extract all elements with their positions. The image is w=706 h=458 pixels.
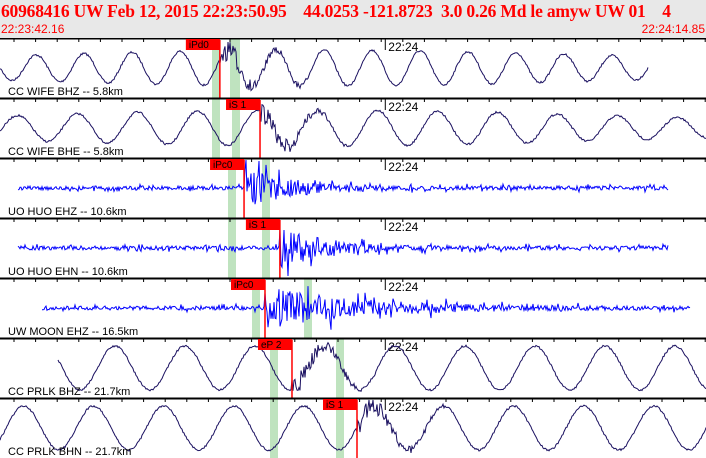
window-band bbox=[336, 338, 344, 398]
seismogram-panels[interactable]: 22:24 iPd0 CC WIFE BHZ -- 5.8km 22:24 iS 1 CC… bbox=[0, 38, 706, 458]
waveform bbox=[0, 103, 706, 152]
waveform bbox=[57, 341, 706, 393]
window-start-time: 22:23:42.16 bbox=[1, 22, 65, 36]
trace-panel[interactable]: 22:24 iPc0 UO HUO EHZ -- 10.6km bbox=[0, 157, 706, 218]
pick-label: iS 1 bbox=[229, 100, 247, 111]
pick-flag[interactable] bbox=[322, 399, 357, 410]
pick-label: iS 1 bbox=[249, 220, 267, 231]
window-band bbox=[262, 158, 270, 218]
waveform bbox=[17, 159, 669, 205]
channel-label: CC PRLK BHZ -- 21.7km bbox=[8, 386, 130, 398]
channel-label: UO HUO EHN -- 10.6km bbox=[8, 266, 128, 278]
trace-panel[interactable]: 22:24 iS 1 UO HUO EHN -- 10.6km bbox=[0, 217, 706, 278]
minute-label: 22:24 bbox=[388, 160, 418, 174]
event-header: 60968416 UW Feb 12, 2015 22:23:50.95 44.… bbox=[0, 0, 706, 38]
pick-flag[interactable] bbox=[226, 99, 261, 110]
minute-label: 22:24 bbox=[388, 220, 418, 234]
pick-label: iS 1 bbox=[326, 400, 344, 411]
window-band bbox=[212, 98, 220, 158]
trace-panel[interactable]: 22:24 iS 1 CC PRLK BHN -- 21.7km bbox=[0, 397, 706, 458]
pick-label: iPd0 bbox=[189, 40, 209, 51]
minute-label: 22:24 bbox=[388, 100, 418, 114]
window-band bbox=[228, 218, 236, 278]
waveform bbox=[0, 41, 649, 92]
channel-label: UO HUO EHZ -- 10.6km bbox=[8, 206, 127, 218]
minute-label: 22:24 bbox=[388, 400, 418, 414]
window-band bbox=[270, 398, 278, 458]
minute-label: 22:24 bbox=[388, 40, 418, 54]
channel-label: UW MOON EHZ -- 16.5km bbox=[8, 326, 138, 338]
window-band bbox=[304, 278, 312, 338]
trace-panel[interactable]: 22:24 iS 1 CC WIFE BHE -- 5.8km bbox=[0, 97, 706, 158]
channel-label: CC WIFE BHE -- 5.8km bbox=[8, 146, 124, 158]
window-band bbox=[270, 338, 278, 398]
minute-label: 22:24 bbox=[388, 340, 418, 354]
channel-label: CC PRLK BHN -- 21.7km bbox=[8, 446, 131, 458]
trace-panel[interactable]: 22:24 iPc0 UW MOON EHZ -- 16.5km bbox=[0, 277, 706, 338]
pick-label: iPc0 bbox=[234, 280, 254, 291]
trace-panel[interactable]: 22:24 eP 2 CC PRLK BHZ -- 21.7km bbox=[0, 337, 706, 398]
channel-label: CC WIFE BHZ -- 5.8km bbox=[8, 86, 123, 98]
pick-flag[interactable] bbox=[245, 219, 280, 230]
pick-flag[interactable] bbox=[257, 339, 292, 350]
minute-label: 22:24 bbox=[388, 280, 418, 294]
waveform bbox=[41, 286, 691, 330]
window-end-time: 22:24:14.85 bbox=[641, 22, 705, 36]
pick-flag[interactable] bbox=[185, 39, 220, 50]
window-band bbox=[336, 398, 344, 458]
waveform bbox=[0, 399, 706, 453]
pick-flag[interactable] bbox=[210, 159, 245, 170]
pick-label: iPc0 bbox=[213, 160, 233, 171]
window-band bbox=[230, 38, 240, 98]
window-band bbox=[232, 98, 240, 158]
pick-label: eP 2 bbox=[261, 340, 282, 351]
trace-panel[interactable]: 22:24 iPd0 CC WIFE BHZ -- 5.8km bbox=[0, 38, 706, 98]
waveform bbox=[17, 229, 669, 277]
event-title: 60968416 UW Feb 12, 2015 22:23:50.95 44.… bbox=[1, 1, 671, 21]
pick-flag[interactable] bbox=[230, 279, 265, 290]
